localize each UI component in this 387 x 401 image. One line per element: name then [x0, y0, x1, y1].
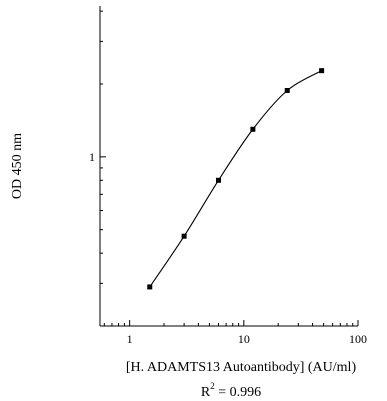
- x-tick-label: 100: [349, 332, 367, 346]
- x-tick-label: 1: [127, 332, 133, 346]
- data-point: [250, 127, 255, 132]
- axes: [100, 6, 358, 326]
- data-point: [216, 178, 221, 183]
- x-axis-label: [H. ADAMTS13 Autoantibody] (AU/ml): [126, 360, 357, 375]
- x-tick-label: 10: [238, 332, 250, 346]
- data-point: [182, 234, 187, 239]
- y-axis-label: OD 450 nm: [10, 133, 25, 199]
- data-points: [147, 68, 324, 289]
- data-point: [147, 284, 152, 289]
- x-ticks: [104, 320, 358, 326]
- series-curve: [150, 71, 322, 287]
- r-squared-annotation: R2 = 0.996: [201, 381, 261, 400]
- x-tick-labels: 1 10 100: [127, 332, 367, 346]
- y-ticks: [100, 11, 106, 326]
- r-squared-value: = 0.996: [215, 385, 261, 400]
- data-point: [285, 88, 290, 93]
- y-tick-labels: 1: [89, 150, 95, 164]
- y-tick-label: 1: [89, 150, 95, 164]
- data-point: [319, 68, 324, 73]
